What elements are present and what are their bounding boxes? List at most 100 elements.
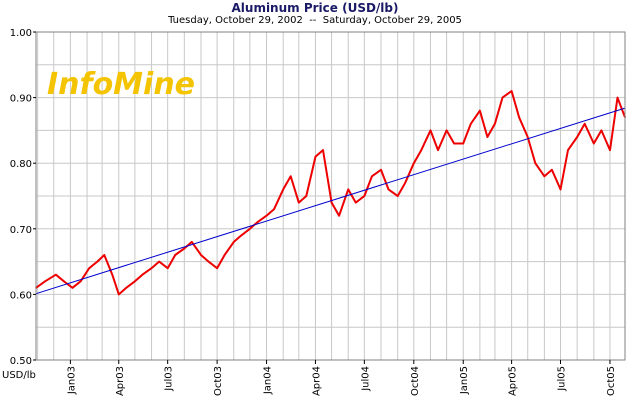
price-data-point	[437, 149, 439, 151]
x-tick-label: Jul05	[557, 366, 568, 392]
price-data-point	[166, 267, 169, 270]
price-data-point	[44, 280, 46, 283]
price-data-point	[616, 96, 619, 99]
price-data-point	[55, 273, 57, 276]
price-data-point	[240, 234, 243, 237]
x-tick-label: Apr03	[115, 366, 126, 396]
price-data-point	[445, 129, 448, 132]
price-data-point	[543, 175, 546, 178]
price-data-point	[183, 247, 186, 250]
price-data-point	[576, 136, 578, 138]
x-tick-label: Apr04	[311, 366, 322, 396]
price-data-point	[249, 228, 251, 230]
x-tick-label: Jan05	[459, 366, 470, 395]
price-data-point	[314, 155, 317, 158]
price-data-point	[420, 149, 423, 151]
price-data-point	[510, 90, 513, 92]
x-tick-label: Jul04	[360, 366, 371, 392]
price-data-point	[289, 175, 292, 178]
price-data-point	[330, 201, 333, 204]
price-data-point	[583, 123, 586, 125]
y-tick-label: 0.50	[10, 356, 32, 367]
price-data-point	[338, 214, 340, 217]
chart-title: Aluminum Price (USD/lb)	[231, 1, 399, 15]
price-data-point	[453, 142, 455, 145]
price-data-point	[371, 175, 373, 178]
price-data-point	[609, 149, 611, 151]
price-data-point	[396, 195, 399, 197]
x-tick-label: Jan03	[66, 366, 77, 395]
price-data-point	[470, 123, 472, 125]
y-axis: 0.50 0.60 0.70 0.80 0.90 1.00	[10, 28, 36, 367]
price-data-point	[526, 136, 529, 138]
price-data-point	[174, 254, 176, 256]
y-axis-label: USD/lb	[2, 370, 36, 381]
price-data-point	[207, 260, 210, 263]
price-data-point	[265, 214, 268, 217]
price-data-point	[200, 254, 202, 256]
plot-frame	[35, 31, 626, 361]
price-data-point	[216, 267, 218, 270]
price-data-point	[150, 267, 153, 270]
price-data-point	[404, 182, 407, 184]
price-data-point	[273, 208, 275, 210]
x-axis: Jan03 Apr03 Jul03 Oct03 Jan04 Apr04 Jul04 Oct04…	[66, 360, 617, 396]
series-layer	[35, 90, 626, 296]
y-tick-label: 0.70	[10, 225, 32, 236]
price-data-point	[462, 142, 465, 145]
price-data-point	[322, 149, 324, 151]
price-data-point	[501, 96, 504, 99]
x-tick-label: Jul03	[164, 366, 175, 392]
price-data-point	[71, 287, 74, 289]
price-data-point	[305, 195, 308, 197]
x-tick-label: Apr05	[508, 366, 519, 396]
price-data-point	[63, 280, 65, 283]
x-tick-label: Oct03	[213, 366, 224, 396]
price-data-point	[567, 149, 569, 151]
price-data-point	[298, 201, 300, 204]
price-data-point	[111, 273, 114, 276]
price-data-point	[79, 280, 82, 283]
price-data-point	[518, 116, 520, 119]
y-tick-label: 0.80	[10, 159, 32, 170]
price-data-point	[96, 260, 99, 263]
price-data-point	[125, 287, 128, 289]
x-tick-label: Oct05	[606, 366, 617, 396]
price-data-point	[158, 260, 160, 263]
price-data-point	[233, 241, 235, 243]
trend-line	[35, 107, 626, 295]
price-data-point	[387, 188, 390, 191]
price-data-point	[256, 221, 259, 223]
price-data-point	[600, 129, 603, 132]
price-data-point	[347, 188, 350, 191]
price-data-point	[88, 267, 90, 270]
price-data-point	[429, 129, 432, 132]
y-tick-label: 1.00	[10, 28, 32, 39]
chart-subtitle: Tuesday, October 29, 2002 -- Saturday, O…	[168, 15, 462, 26]
y-tick-label: 0.90	[10, 94, 32, 105]
price-data-point	[282, 188, 285, 191]
infomine-logo: InfoMine	[47, 67, 195, 102]
x-tick-label: Oct04	[410, 366, 421, 396]
price-data-point	[479, 109, 481, 112]
price-data-point	[534, 162, 537, 164]
price-data-point	[103, 254, 106, 256]
price-data-point	[551, 169, 553, 171]
price-data-point	[355, 201, 357, 204]
y-tick-label: 0.60	[10, 290, 32, 301]
price-data-point	[413, 162, 415, 164]
price-data-point	[118, 293, 120, 296]
price-data-point	[593, 142, 595, 145]
price-data-point	[223, 254, 226, 256]
price-data-point	[559, 188, 562, 191]
price-data-point	[134, 280, 136, 283]
price-data-point	[380, 169, 382, 171]
grid	[36, 31, 625, 361]
price-data-point	[141, 273, 144, 276]
price-data-point	[191, 241, 193, 243]
price-data-point	[363, 195, 366, 197]
price-data-point	[494, 123, 496, 125]
x-tick-label: Jan04	[263, 366, 274, 395]
price-data-point	[486, 136, 489, 138]
